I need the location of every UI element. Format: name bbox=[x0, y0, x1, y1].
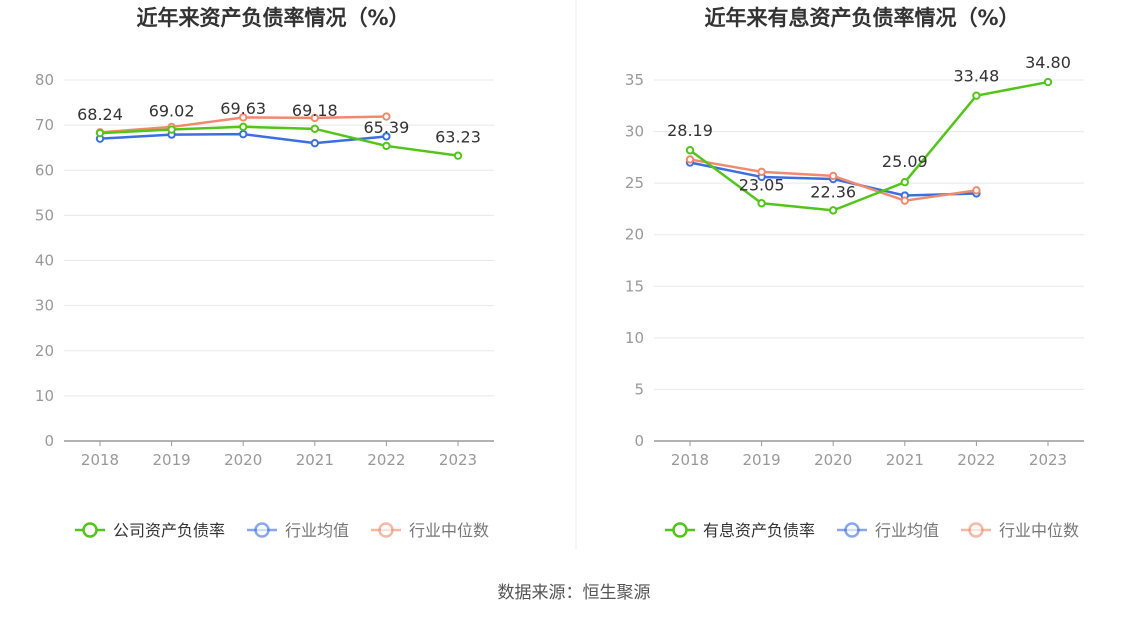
legend-item-industry_median: 行业中位数 bbox=[371, 521, 489, 540]
y-tick-label: 60 bbox=[35, 161, 54, 179]
data-point-industry_median bbox=[757, 167, 766, 176]
chart-1: 近年来资产负债率情况（%） 0 10 20 30 40 50 60 70 80 2018 2019 20… bbox=[35, 6, 494, 540]
legend-label: 有息资产负债率 bbox=[703, 521, 815, 540]
data-point-industry_median bbox=[310, 113, 319, 123]
x-tick-label: 2019 bbox=[743, 451, 781, 469]
data-point-industry_median bbox=[972, 186, 981, 195]
chart-title: 近年来资产负债率情况（%） bbox=[136, 6, 409, 30]
data-label: 65.39 bbox=[363, 118, 409, 137]
y-tick-label: 50 bbox=[35, 206, 54, 224]
data-point-industry_avg bbox=[382, 132, 391, 141]
data-source-note: 数据来源：恒生聚源 bbox=[497, 583, 651, 603]
y-tick-label: 40 bbox=[35, 252, 54, 270]
legend-item-industry_avg: 行业均值 bbox=[837, 521, 939, 540]
legend-item-company: 公司资产负债率 bbox=[75, 521, 225, 540]
data-point-company bbox=[829, 206, 838, 215]
x-tick-label: 2023 bbox=[439, 451, 477, 469]
y-tick-label: 25 bbox=[625, 174, 644, 192]
y-tick-label: 10 bbox=[625, 329, 644, 347]
x-tick-label: 2021 bbox=[886, 451, 924, 469]
x-tick-label: 2023 bbox=[1029, 451, 1067, 469]
y-tick-label: 0 bbox=[44, 432, 54, 450]
legend-item-industry_median: 行业中位数 bbox=[961, 521, 1079, 540]
legend-marker bbox=[844, 522, 860, 538]
legend-marker bbox=[378, 522, 394, 538]
legend-item-company: 有息资产负债率 bbox=[665, 521, 815, 540]
data-label: 33.48 bbox=[953, 67, 999, 86]
legend-label: 行业中位数 bbox=[999, 521, 1079, 540]
data-point-industry_median bbox=[685, 155, 695, 164]
data-point-company bbox=[239, 122, 248, 131]
data-label: 69.18 bbox=[292, 101, 338, 120]
data-point-company bbox=[685, 146, 695, 155]
x-tick-label: 2020 bbox=[224, 451, 262, 469]
data-label: 69.63 bbox=[220, 99, 266, 118]
series-line-company bbox=[689, 80, 1049, 212]
y-tick-label: 35 bbox=[625, 71, 644, 89]
legend-label: 行业中位数 bbox=[409, 521, 489, 540]
data-label: 69.02 bbox=[149, 102, 195, 121]
data-point-company bbox=[382, 141, 391, 151]
data-point-company bbox=[167, 125, 176, 134]
data-point-industry_avg bbox=[239, 129, 248, 139]
legend-marker bbox=[254, 522, 270, 538]
y-tick-label: 70 bbox=[35, 116, 54, 134]
y-tick-label: 0 bbox=[634, 432, 644, 450]
legend-marker bbox=[82, 522, 98, 538]
x-tick-label: 2018 bbox=[81, 451, 119, 469]
data-label: 68.24 bbox=[77, 105, 123, 124]
data-point-company bbox=[1043, 77, 1053, 87]
data-point-industry_median bbox=[900, 196, 909, 205]
data-point-company bbox=[900, 178, 909, 187]
legend-label: 行业均值 bbox=[875, 521, 939, 540]
data-point-industry_median bbox=[829, 171, 838, 181]
x-tick-label: 2022 bbox=[367, 451, 405, 469]
data-point-industry_median bbox=[239, 113, 248, 122]
y-tick-label: 5 bbox=[634, 380, 644, 398]
data-point-company bbox=[453, 151, 463, 160]
y-tick-label: 20 bbox=[35, 342, 54, 360]
data-label: 25.09 bbox=[882, 152, 928, 171]
data-point-company bbox=[95, 128, 105, 138]
legend-label: 行业均值 bbox=[285, 521, 349, 540]
x-tick-label: 2022 bbox=[957, 451, 995, 469]
series-line-company bbox=[99, 125, 459, 157]
x-tick-label: 2021 bbox=[296, 451, 334, 469]
chart-2: 近年来有息资产负债率情况（%） 0 5 10 15 20 25 30 35 2018 2019 202… bbox=[625, 6, 1084, 540]
data-label: 63.23 bbox=[435, 128, 481, 147]
data-point-company bbox=[757, 199, 766, 208]
data-label: 34.80 bbox=[1025, 53, 1071, 72]
y-tick-label: 10 bbox=[35, 387, 54, 405]
chart-title: 近年来有息资产负债率情况（%） bbox=[704, 6, 1019, 30]
y-tick-label: 15 bbox=[625, 277, 644, 295]
legend-item-industry_avg: 行业均值 bbox=[247, 521, 349, 540]
x-tick-label: 2020 bbox=[814, 451, 852, 469]
y-tick-label: 30 bbox=[35, 297, 54, 315]
data-point-industry_median bbox=[382, 112, 391, 121]
data-point-company bbox=[310, 124, 319, 134]
legend-marker bbox=[968, 522, 984, 538]
x-tick-label: 2018 bbox=[671, 451, 709, 469]
legend-marker bbox=[672, 522, 688, 538]
y-tick-label: 80 bbox=[35, 71, 54, 89]
data-point-company bbox=[972, 91, 981, 100]
y-tick-label: 20 bbox=[625, 226, 644, 244]
data-label: 28.19 bbox=[667, 121, 713, 140]
data-label: 23.05 bbox=[739, 175, 785, 194]
y-tick-label: 30 bbox=[625, 123, 644, 141]
data-point-industry_avg bbox=[310, 138, 319, 148]
x-tick-label: 2019 bbox=[153, 451, 191, 469]
data-label: 22.36 bbox=[810, 182, 856, 201]
legend-label: 公司资产负债率 bbox=[113, 521, 225, 540]
